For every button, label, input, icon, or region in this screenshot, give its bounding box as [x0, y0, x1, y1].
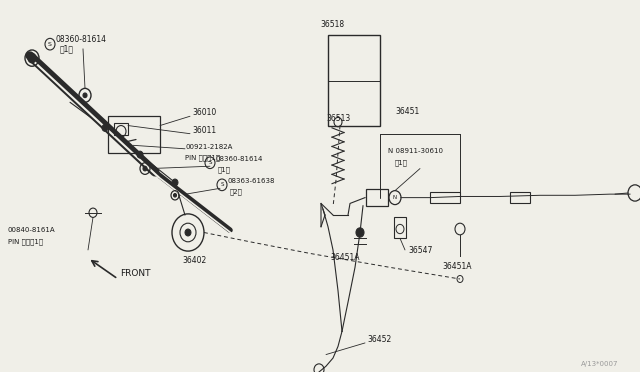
Text: 00921-2182A: 00921-2182A — [185, 144, 232, 150]
Text: 36402: 36402 — [182, 256, 206, 265]
Circle shape — [173, 193, 177, 197]
Text: 36011: 36011 — [192, 126, 216, 135]
Text: PIN ピン（1）: PIN ピン（1） — [185, 155, 220, 161]
Text: 08363-61638: 08363-61638 — [228, 178, 275, 185]
Text: 36518: 36518 — [320, 20, 344, 29]
Circle shape — [172, 179, 178, 186]
Text: 36513: 36513 — [326, 114, 350, 123]
Text: （1）: （1） — [218, 166, 231, 173]
Circle shape — [137, 151, 143, 158]
Text: S: S — [48, 42, 52, 46]
Text: （1）: （1） — [395, 160, 408, 166]
Text: 08360-81614: 08360-81614 — [216, 156, 264, 162]
Bar — [108, 116, 160, 154]
Text: N 08911-30610: N 08911-30610 — [388, 148, 443, 154]
Bar — [366, 189, 388, 206]
Circle shape — [102, 124, 108, 131]
Circle shape — [185, 229, 191, 236]
Text: （2）: （2） — [230, 189, 243, 195]
Text: （1）: （1） — [60, 44, 74, 53]
Text: 36452: 36452 — [367, 335, 391, 344]
Text: 08360-81614: 08360-81614 — [56, 35, 107, 44]
Circle shape — [83, 93, 87, 98]
Bar — [430, 192, 460, 203]
Circle shape — [28, 54, 36, 63]
Text: S: S — [220, 182, 224, 187]
Bar — [510, 192, 530, 203]
Bar — [114, 123, 128, 135]
Text: 36451A: 36451A — [330, 253, 360, 262]
Text: FRONT: FRONT — [120, 269, 150, 278]
Circle shape — [356, 228, 364, 237]
Circle shape — [143, 166, 147, 171]
Text: 36010: 36010 — [192, 108, 216, 117]
Text: PIN ピン（1）: PIN ピン（1） — [8, 238, 43, 245]
Text: 36547: 36547 — [408, 247, 433, 256]
Text: 36451: 36451 — [395, 107, 419, 116]
Text: 36451A: 36451A — [442, 262, 472, 270]
Text: 00840-8161A: 00840-8161A — [8, 227, 56, 233]
Bar — [394, 217, 406, 238]
Text: N: N — [393, 195, 397, 200]
Text: A/13*0007: A/13*0007 — [580, 361, 618, 368]
Bar — [328, 35, 380, 126]
Text: S: S — [208, 160, 212, 165]
